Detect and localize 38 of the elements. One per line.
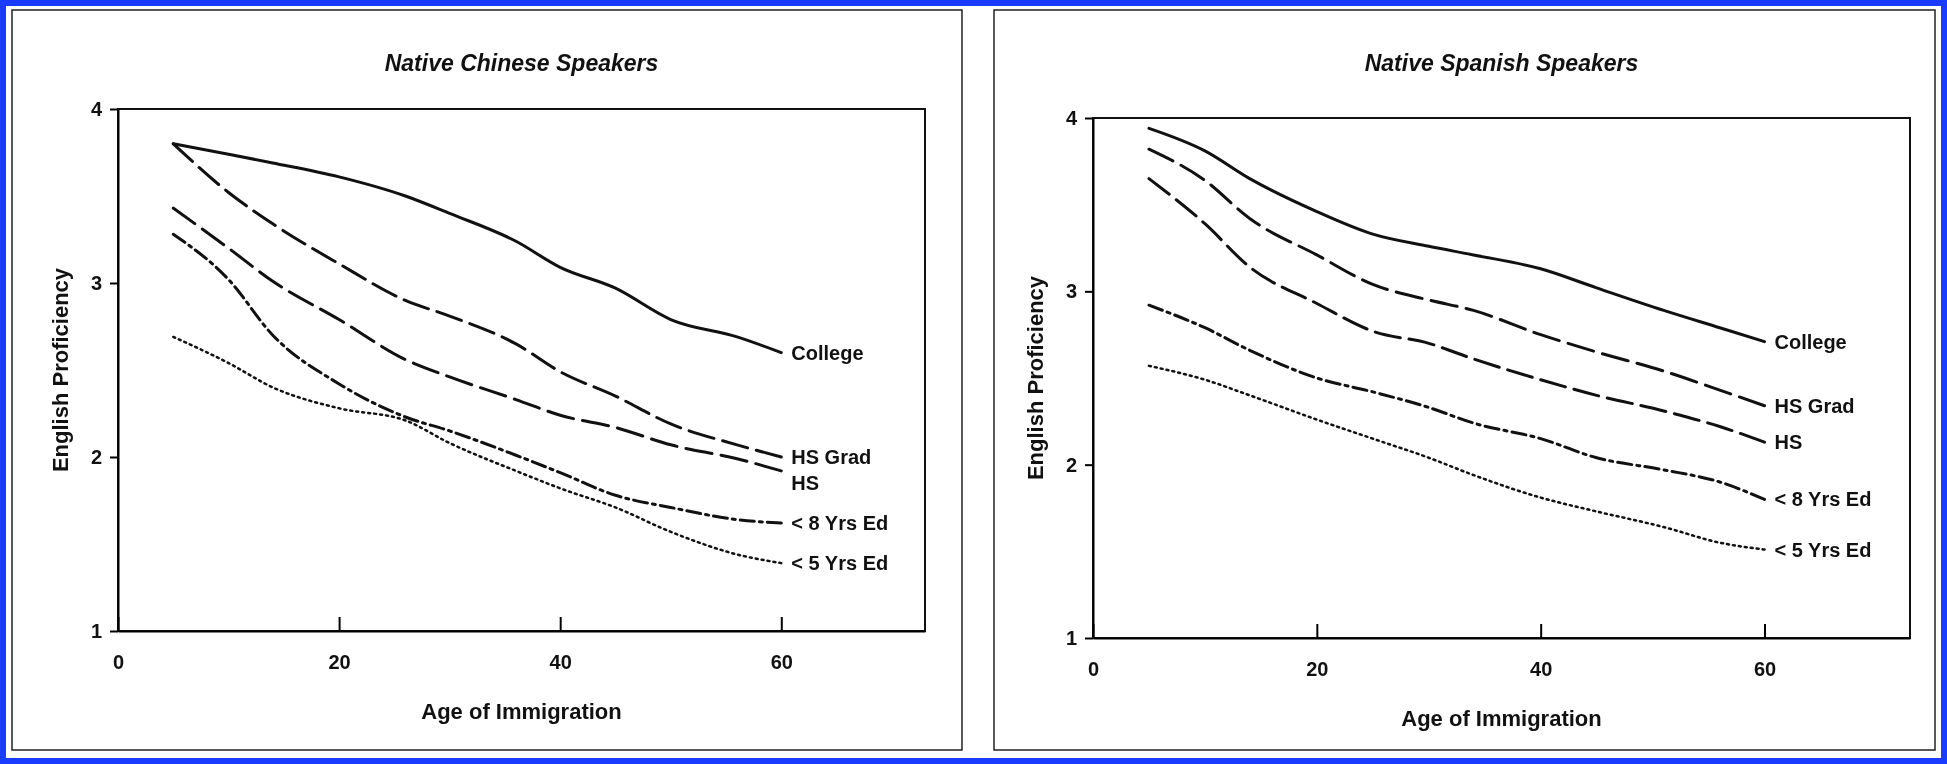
x-tick-label: 60 (770, 651, 793, 674)
x-tick-label: 40 (549, 651, 572, 674)
x-axis-title: Age of Immigration (421, 699, 622, 724)
series-label: HS (791, 472, 820, 494)
series-label: < 5 Yrs Ed (1774, 538, 1872, 561)
y-tick-label: 3 (90, 271, 102, 294)
series-label: College (1774, 330, 1847, 353)
series-label: < 8 Yrs Ed (1774, 488, 1872, 511)
y-tick-label: 1 (1065, 626, 1077, 649)
y-tick-label: 4 (90, 97, 103, 120)
y-tick-label: 4 (1065, 106, 1078, 129)
line-series (1147, 364, 1766, 551)
x-tick-label: 20 (1306, 658, 1329, 681)
x-tick-label: 20 (328, 651, 351, 674)
line-series (1147, 126, 1767, 344)
series-label: HS Grad (791, 446, 872, 468)
line-series (171, 206, 783, 473)
x-axis-title: Age of Immigration (1401, 706, 1602, 731)
series-label: HS (1774, 431, 1803, 454)
y-tick-label: 3 (1065, 280, 1077, 303)
series-label: < 5 Yrs Ed (791, 552, 889, 575)
chart-title: Native Spanish Speakers (1364, 50, 1639, 76)
x-tick-label: 0 (1087, 658, 1100, 681)
y-tick-label: 2 (90, 445, 102, 468)
series-label: < 8 Yrs Ed (791, 512, 889, 535)
y-tick-label: 1 (90, 619, 102, 642)
series-label: College (791, 341, 864, 364)
x-tick-label: 40 (1530, 658, 1553, 681)
series-label: HS Grad (1774, 394, 1855, 417)
x-tick-label: 0 (112, 651, 125, 674)
line-series (1147, 303, 1767, 501)
y-axis-title: English Proficiency (48, 267, 73, 473)
line-series (1147, 147, 1767, 408)
x-tick-label: 60 (1753, 658, 1777, 681)
y-tick-label: 2 (1065, 453, 1077, 476)
chart-title: Native Chinese Speakers (384, 50, 659, 76)
line-series (1147, 177, 1767, 444)
y-axis-title: English Proficiency (1023, 275, 1048, 481)
